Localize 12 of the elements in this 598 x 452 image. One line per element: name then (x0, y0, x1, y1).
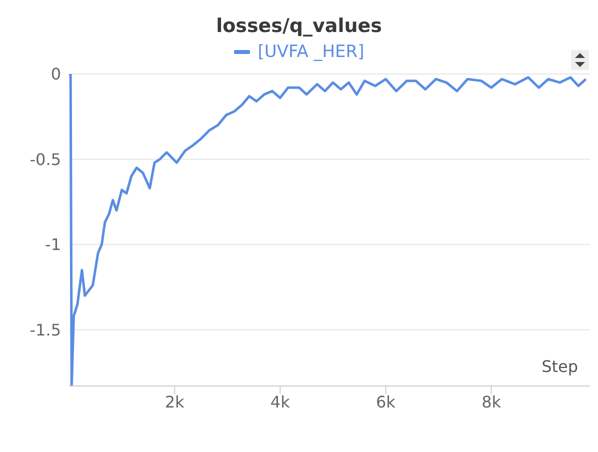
x-tick-label: 6k (376, 392, 396, 412)
x-tick-label: 8k (482, 392, 502, 412)
y-tick-label: -1 (45, 235, 61, 254)
legend-label: [UVFA _HER] (258, 42, 364, 62)
y-tick-label: -0.5 (30, 150, 61, 169)
line-series (69, 74, 588, 386)
x-tick-label: 4k (270, 392, 291, 412)
x-axis-title: Step (542, 357, 578, 376)
y-tick-label: 0 (50, 64, 61, 84)
y-tick-label: -1.5 (30, 320, 61, 340)
x-tick-label: 2k (164, 392, 186, 412)
chart-title: losses/q_values (215, 14, 383, 39)
